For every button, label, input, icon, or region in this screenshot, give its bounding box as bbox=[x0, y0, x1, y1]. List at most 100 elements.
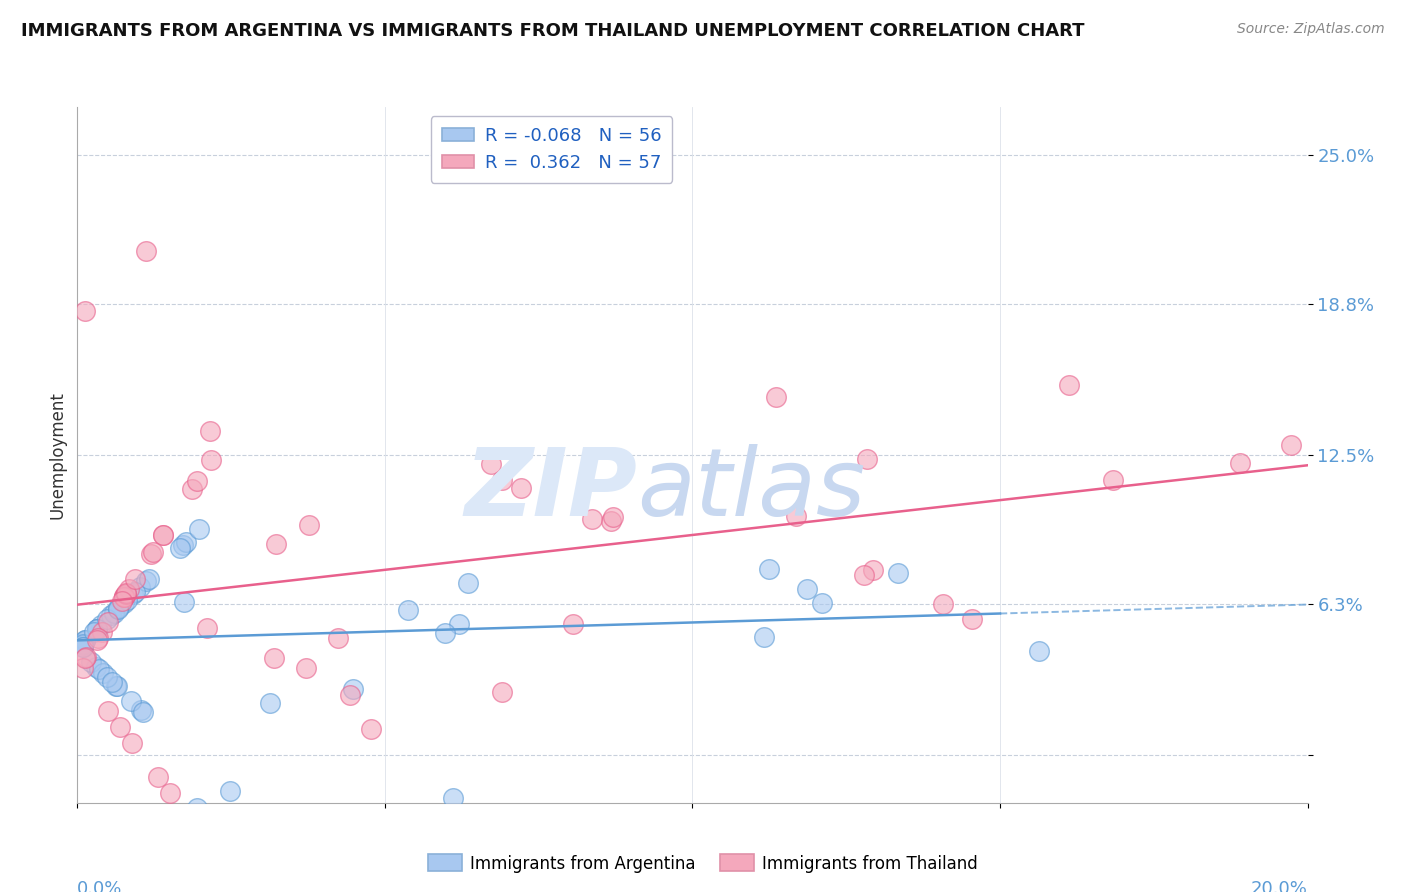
Text: ZIP: ZIP bbox=[464, 443, 637, 536]
Point bbox=[129, 580, 152, 594]
Point bbox=[181, 482, 204, 496]
Point bbox=[103, 606, 125, 620]
Point bbox=[146, 771, 169, 785]
Point bbox=[132, 705, 155, 719]
Point bbox=[887, 566, 910, 581]
Point bbox=[856, 452, 879, 467]
Point bbox=[91, 666, 114, 681]
Point bbox=[510, 481, 533, 495]
Point bbox=[86, 632, 108, 646]
Point bbox=[112, 590, 135, 604]
Point bbox=[1057, 378, 1080, 392]
Point bbox=[259, 696, 281, 710]
Point bbox=[115, 586, 138, 600]
Point bbox=[433, 625, 456, 640]
Point bbox=[96, 670, 118, 684]
Point bbox=[112, 590, 135, 604]
Point bbox=[121, 587, 143, 601]
Point bbox=[339, 688, 361, 702]
Text: atlas: atlas bbox=[637, 444, 865, 535]
Point bbox=[138, 572, 160, 586]
Point bbox=[960, 612, 983, 626]
Point bbox=[101, 674, 124, 689]
Text: IMMIGRANTS FROM ARGENTINA VS IMMIGRANTS FROM THAILAND UNEMPLOYMENT CORRELATION C: IMMIGRANTS FROM ARGENTINA VS IMMIGRANTS … bbox=[21, 22, 1084, 40]
Point bbox=[218, 784, 240, 798]
Point bbox=[105, 680, 128, 694]
Point bbox=[72, 640, 94, 654]
Point bbox=[186, 474, 208, 488]
Point bbox=[110, 593, 132, 607]
Legend: Immigrants from Argentina, Immigrants from Thailand: Immigrants from Argentina, Immigrants fr… bbox=[422, 847, 984, 880]
Point bbox=[135, 244, 157, 258]
Point bbox=[97, 704, 120, 718]
Point bbox=[441, 791, 464, 805]
Point bbox=[100, 607, 122, 622]
Point bbox=[264, 537, 287, 551]
Point bbox=[72, 661, 94, 675]
Point bbox=[174, 535, 197, 549]
Point bbox=[108, 720, 131, 734]
Point bbox=[73, 633, 96, 648]
Point bbox=[159, 786, 181, 800]
Point bbox=[72, 640, 94, 654]
Point bbox=[152, 527, 174, 541]
Point bbox=[298, 517, 321, 532]
Point bbox=[811, 595, 834, 609]
Point bbox=[90, 617, 112, 632]
Point bbox=[86, 633, 108, 648]
Point bbox=[112, 590, 135, 604]
Point bbox=[75, 650, 97, 665]
Point bbox=[862, 563, 884, 577]
Point bbox=[1101, 473, 1123, 487]
Point bbox=[83, 625, 105, 640]
Point bbox=[107, 601, 129, 615]
Point bbox=[785, 508, 807, 523]
Point bbox=[186, 800, 208, 814]
Point bbox=[581, 512, 603, 526]
Point bbox=[75, 633, 97, 648]
Point bbox=[342, 681, 364, 696]
Point bbox=[188, 522, 211, 536]
Point bbox=[1229, 456, 1251, 470]
Point bbox=[115, 593, 138, 607]
Point bbox=[479, 457, 502, 471]
Point bbox=[120, 694, 142, 708]
Point bbox=[932, 597, 955, 611]
Point bbox=[135, 574, 157, 589]
Point bbox=[112, 596, 135, 610]
Point bbox=[195, 621, 218, 635]
Point bbox=[72, 637, 94, 651]
Point bbox=[172, 538, 194, 552]
Text: 20.0%: 20.0% bbox=[1251, 880, 1308, 892]
Point bbox=[121, 735, 143, 749]
Point bbox=[105, 679, 128, 693]
Point bbox=[75, 650, 97, 665]
Point bbox=[129, 703, 152, 717]
Point bbox=[852, 568, 875, 582]
Point bbox=[796, 582, 818, 596]
Point bbox=[457, 575, 479, 590]
Point bbox=[758, 561, 780, 575]
Point bbox=[141, 547, 163, 561]
Point bbox=[96, 612, 118, 626]
Point bbox=[169, 541, 191, 555]
Point bbox=[124, 585, 146, 599]
Point bbox=[97, 615, 120, 630]
Point bbox=[86, 622, 108, 636]
Point bbox=[561, 616, 583, 631]
Point bbox=[86, 659, 108, 673]
Point bbox=[114, 587, 136, 601]
Point bbox=[118, 582, 141, 596]
Point bbox=[360, 722, 382, 736]
Point bbox=[86, 622, 108, 636]
Point bbox=[173, 594, 195, 608]
Point bbox=[447, 616, 470, 631]
Point bbox=[107, 601, 129, 615]
Point bbox=[141, 544, 163, 558]
Point bbox=[200, 452, 222, 467]
Point bbox=[124, 572, 146, 586]
Point bbox=[198, 424, 221, 438]
Point bbox=[87, 662, 110, 676]
Point bbox=[108, 599, 131, 614]
Text: 0.0%: 0.0% bbox=[77, 880, 122, 892]
